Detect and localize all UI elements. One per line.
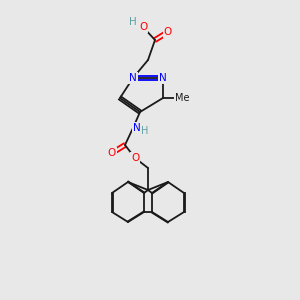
- Text: H: H: [129, 17, 137, 27]
- Text: O: O: [108, 148, 116, 158]
- Text: N: N: [133, 123, 141, 133]
- Text: N: N: [129, 73, 137, 83]
- Text: O: O: [164, 27, 172, 37]
- Text: O: O: [139, 22, 147, 32]
- Text: N: N: [159, 73, 167, 83]
- Text: O: O: [131, 153, 139, 163]
- Text: H: H: [141, 126, 149, 136]
- Text: Me: Me: [175, 93, 189, 103]
